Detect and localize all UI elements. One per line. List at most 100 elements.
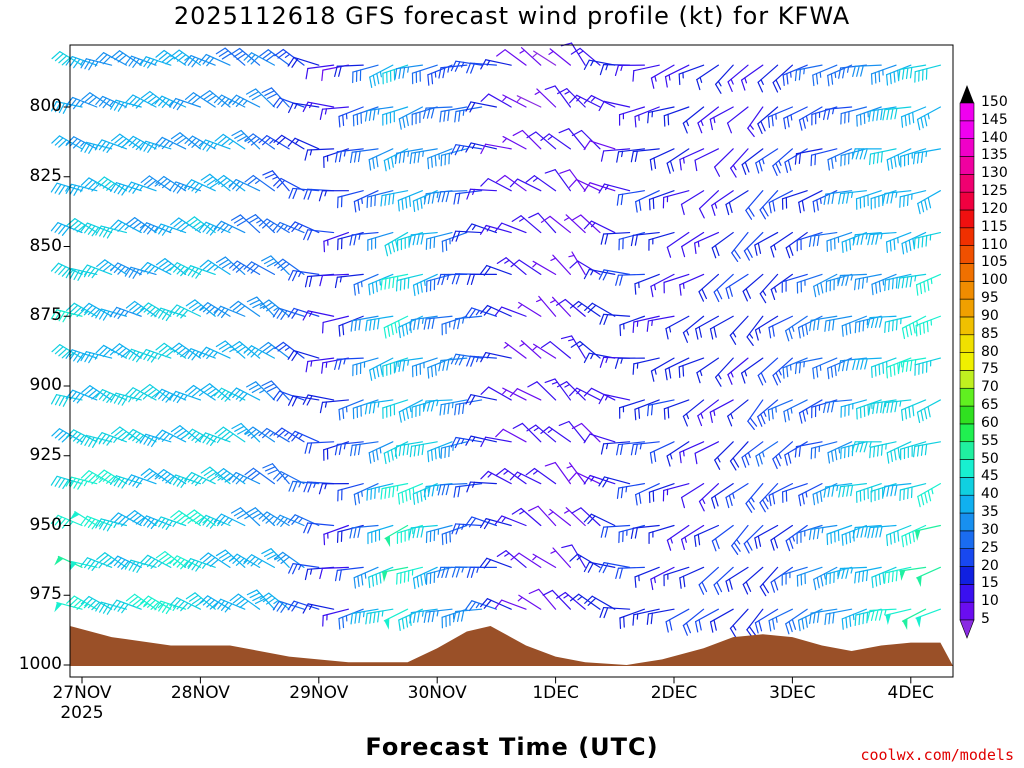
wind-barb (535, 295, 557, 317)
wind-barb (183, 55, 216, 68)
wind-barb (441, 231, 468, 253)
wind-barb (423, 315, 453, 330)
wind-barb (512, 422, 542, 443)
wind-barb (480, 436, 512, 448)
wind-barb (564, 507, 586, 527)
wind-barb (244, 174, 275, 192)
wind-barb (319, 273, 349, 287)
wind-barb (650, 566, 675, 591)
wind-barb (155, 550, 187, 568)
wind-barb (867, 231, 897, 246)
wind-barb (550, 547, 572, 568)
wind-barb (397, 190, 423, 212)
wind-barb (678, 357, 705, 379)
wind-barb (838, 190, 868, 205)
wind-barb (465, 600, 497, 612)
wind-barb (480, 93, 512, 108)
colorbar-swatch (959, 138, 975, 157)
wind-barb (228, 471, 261, 485)
wind-barb (184, 471, 216, 487)
colorbar-swatch (959, 601, 975, 621)
wind-barb (600, 148, 631, 162)
wind-barb (338, 315, 364, 337)
colorbar-label: 140 (981, 129, 1008, 146)
wind-barb (422, 399, 453, 412)
wind-barb (754, 524, 779, 549)
wind-barb (741, 441, 764, 468)
y-tick-label: 950 (29, 514, 62, 535)
wind-barb (337, 190, 364, 209)
wind-barb (679, 441, 705, 464)
wind-barb (288, 269, 320, 282)
wind-barb (900, 106, 927, 128)
credit-link[interactable]: coolwx.com/models (860, 746, 1014, 764)
wind-barb (124, 55, 157, 68)
wind-barb (884, 273, 912, 292)
wind-barb (785, 315, 808, 342)
wind-barb (711, 231, 734, 259)
wind-barb (583, 561, 616, 573)
wind-barb (599, 313, 631, 326)
wind-barb (305, 64, 335, 80)
colorbar-label: 45 (981, 468, 999, 485)
wind-barb (426, 273, 453, 293)
wind-barb (169, 304, 201, 319)
wind-barb (496, 550, 527, 568)
wind-barb (914, 524, 942, 541)
wind-barb (871, 273, 897, 296)
wind-barb (334, 273, 364, 289)
colorbar-swatch (959, 316, 975, 336)
wind-barb (665, 608, 690, 633)
wind-barb (408, 524, 438, 539)
wind-barb (465, 307, 497, 319)
wind-barb (302, 310, 335, 321)
wind-barb (899, 190, 927, 208)
wind-barb (480, 59, 512, 70)
wind-barb (382, 357, 409, 378)
wind-barb (772, 441, 794, 470)
wind-barb (517, 594, 542, 610)
wind-barb (852, 524, 882, 539)
wind-barb (215, 256, 246, 275)
wind-barb (495, 467, 527, 485)
wind-barb (544, 169, 572, 192)
wind-barb (714, 148, 734, 177)
colorbar-swatch (959, 584, 975, 603)
wind-barb (352, 399, 379, 420)
colorbar-label: 105 (981, 254, 1008, 271)
wind-barb (650, 357, 675, 382)
colorbar-swatch (959, 245, 975, 264)
wind-barb (412, 566, 438, 590)
wind-barb (855, 190, 882, 210)
wind-barb (855, 483, 882, 503)
colorbar-label: 85 (981, 325, 999, 342)
wind-barb (899, 566, 927, 581)
wind-barb (423, 608, 453, 623)
wind-barb (852, 64, 882, 78)
wind-barb (798, 106, 823, 131)
wind-barb (302, 101, 335, 113)
wind-barb (713, 566, 734, 595)
wind-barb (560, 42, 586, 66)
wind-barb (569, 300, 601, 317)
wind-barb (886, 148, 912, 171)
wind-barb (559, 169, 586, 192)
wind-barb (230, 507, 261, 527)
wind-barb (555, 591, 586, 610)
wind-barb (322, 315, 349, 334)
wind-barb (754, 231, 779, 256)
wind-barb (614, 357, 646, 369)
wind-barb (80, 141, 113, 154)
wind-barb (80, 351, 113, 364)
wind-barb (395, 273, 423, 292)
wind-barb (809, 315, 838, 332)
wind-barb (757, 106, 779, 135)
wind-barb (95, 518, 128, 532)
wind-barb (509, 388, 542, 401)
wind-barb (759, 190, 779, 220)
wind-barb (768, 608, 794, 632)
wind-barb (303, 522, 335, 534)
wind-barb (852, 231, 882, 246)
wind-barb (494, 222, 527, 234)
wind-barb (409, 315, 438, 331)
